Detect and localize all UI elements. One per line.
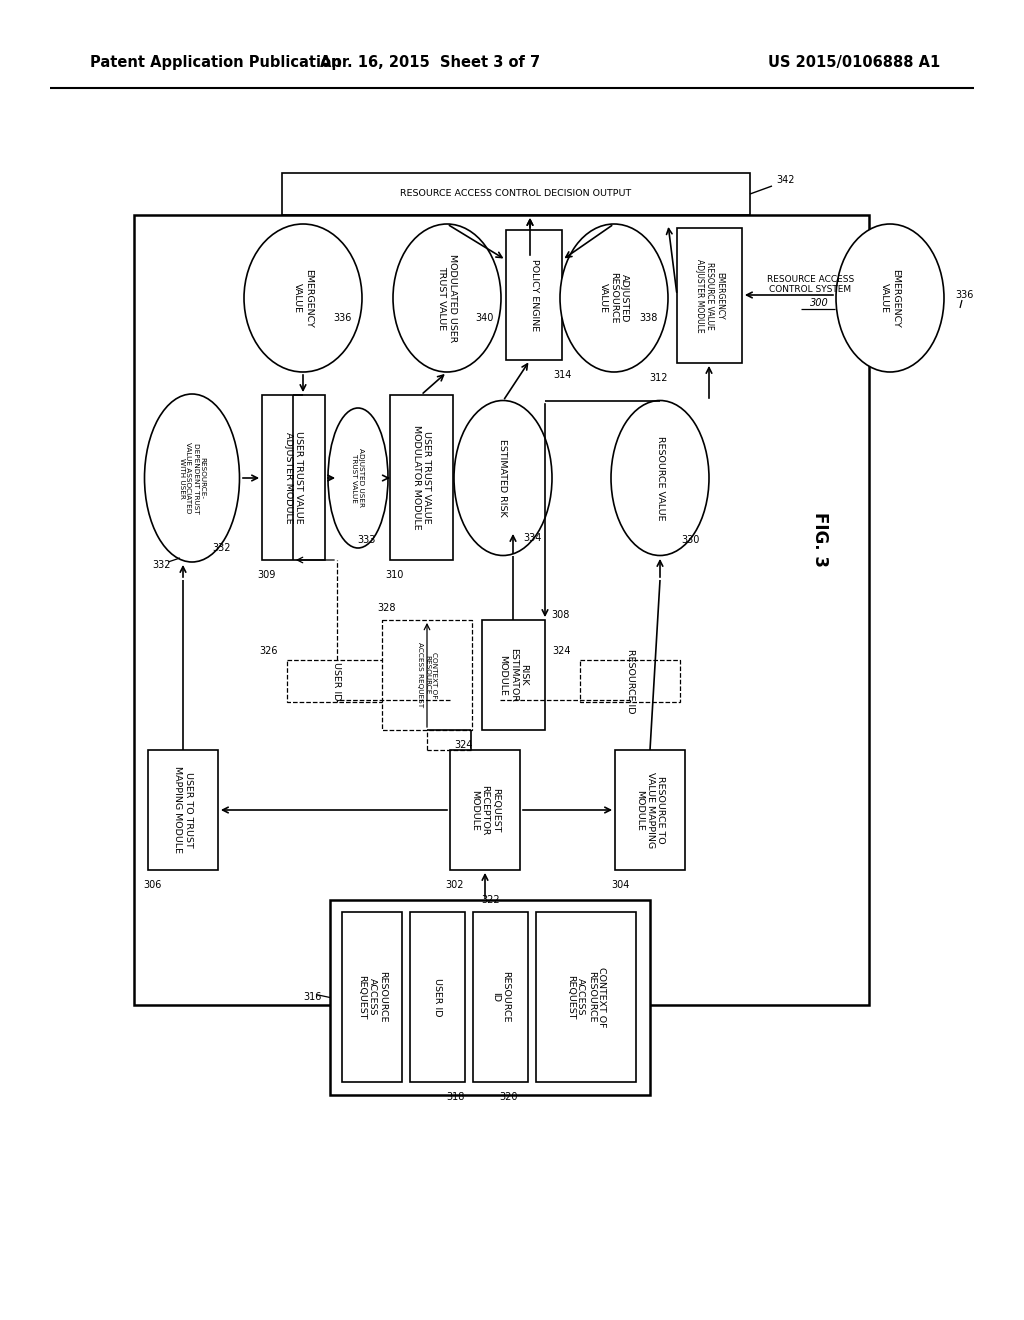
- Text: US 2015/0106888 A1: US 2015/0106888 A1: [768, 54, 940, 70]
- Text: 302: 302: [445, 880, 464, 890]
- Ellipse shape: [244, 224, 362, 372]
- Text: 309: 309: [258, 570, 276, 579]
- Text: ADJUSTED USER
TRUST VALUE: ADJUSTED USER TRUST VALUE: [351, 449, 365, 507]
- Text: USER ID: USER ID: [333, 661, 341, 700]
- Bar: [473, 912, 528, 1082]
- Bar: [536, 912, 636, 1082]
- Text: 326: 326: [260, 645, 279, 656]
- Ellipse shape: [611, 400, 709, 556]
- Text: 336: 336: [955, 290, 974, 300]
- Bar: [450, 750, 520, 870]
- Text: CONTEXT OF
RESOURCE
ACCESS REQUEST: CONTEXT OF RESOURCE ACCESS REQUEST: [417, 643, 437, 708]
- Text: RESOURCE-
DEPENDENT TRUST
VALUE ASSOCIATED
WITH USER: RESOURCE- DEPENDENT TRUST VALUE ASSOCIAT…: [178, 442, 206, 513]
- Text: RESOURCE ACCESS
CONTROL SYSTEM: RESOURCE ACCESS CONTROL SYSTEM: [767, 275, 854, 294]
- Bar: [148, 750, 218, 870]
- Text: 308: 308: [551, 610, 569, 620]
- Text: USER TRUST VALUE
MODULATOR MODULE: USER TRUST VALUE MODULATOR MODULE: [412, 425, 431, 529]
- Text: 316: 316: [303, 993, 322, 1002]
- Text: RESOURCE TO
VALUE MAPPING
MODULE: RESOURCE TO VALUE MAPPING MODULE: [635, 772, 665, 847]
- Text: 333: 333: [356, 535, 375, 545]
- Text: USER TRUST VALUE
ADJUSTER MODULE: USER TRUST VALUE ADJUSTER MODULE: [284, 432, 303, 524]
- Text: USER ID: USER ID: [433, 978, 442, 1016]
- Text: ADJUSTED
RESOURCE
VALUE: ADJUSTED RESOURCE VALUE: [599, 272, 629, 323]
- Text: 336: 336: [334, 313, 352, 323]
- Ellipse shape: [144, 393, 240, 562]
- Text: EMERGENCY
VALUE: EMERGENCY VALUE: [293, 268, 312, 327]
- Text: 320: 320: [500, 1092, 518, 1102]
- Text: 306: 306: [143, 880, 162, 890]
- Text: RESOURCE ACCESS CONTROL DECISION OUTPUT: RESOURCE ACCESS CONTROL DECISION OUTPUT: [400, 190, 632, 198]
- Text: POLICY ENGINE: POLICY ENGINE: [529, 259, 539, 331]
- Text: 340: 340: [476, 313, 495, 323]
- Text: 314: 314: [553, 370, 571, 380]
- Bar: [330, 900, 650, 1096]
- Bar: [134, 215, 869, 1005]
- Ellipse shape: [393, 224, 501, 372]
- Bar: [262, 395, 325, 560]
- Text: 312: 312: [650, 374, 669, 383]
- Text: USER TO TRUST
MAPPING MODULE: USER TO TRUST MAPPING MODULE: [173, 767, 193, 854]
- Text: 324: 324: [455, 741, 473, 750]
- Text: Patent Application Publication: Patent Application Publication: [90, 54, 341, 70]
- Bar: [410, 912, 465, 1082]
- Bar: [287, 660, 387, 702]
- Text: 332: 332: [153, 560, 171, 570]
- Bar: [580, 660, 680, 702]
- Text: 300: 300: [810, 298, 828, 308]
- Text: 328: 328: [378, 603, 396, 612]
- Bar: [282, 173, 750, 215]
- Bar: [382, 620, 472, 730]
- Text: EMERGENCY
VALUE: EMERGENCY VALUE: [881, 268, 900, 327]
- Text: Apr. 16, 2015  Sheet 3 of 7: Apr. 16, 2015 Sheet 3 of 7: [319, 54, 540, 70]
- Ellipse shape: [328, 408, 388, 548]
- Text: 338: 338: [640, 313, 658, 323]
- Bar: [615, 750, 685, 870]
- Text: RESOURCE VALUE: RESOURCE VALUE: [655, 436, 665, 520]
- Text: 342: 342: [777, 176, 796, 185]
- Text: RISK
ESTIMATOR
MODULE: RISK ESTIMATOR MODULE: [499, 648, 528, 702]
- Text: 324: 324: [553, 645, 571, 656]
- Ellipse shape: [560, 224, 668, 372]
- Ellipse shape: [836, 224, 944, 372]
- Text: 304: 304: [610, 880, 629, 890]
- Ellipse shape: [454, 400, 552, 556]
- Bar: [482, 620, 545, 730]
- Text: RESOURCE ID: RESOURCE ID: [626, 648, 635, 713]
- Bar: [677, 228, 742, 363]
- Text: 334: 334: [524, 533, 542, 543]
- Text: CONTEXT OF
RESOURCE
ACCESS
REQUEST: CONTEXT OF RESOURCE ACCESS REQUEST: [566, 966, 606, 1027]
- Text: 310: 310: [386, 570, 404, 579]
- Text: 318: 318: [446, 1092, 465, 1102]
- Bar: [342, 912, 402, 1082]
- Text: EMERGENCY
RESOURCE VALUE
ADJUSTER MODULE: EMERGENCY RESOURCE VALUE ADJUSTER MODULE: [694, 259, 724, 333]
- Text: 322: 322: [481, 895, 500, 906]
- Text: RESOURCE
ID: RESOURCE ID: [490, 972, 510, 1023]
- Text: RESOURCE
ACCESS
REQUEST: RESOURCE ACCESS REQUEST: [357, 972, 387, 1023]
- Text: ESTIMATED RISK: ESTIMATED RISK: [499, 440, 508, 517]
- Text: REQUEST
RECEPTOR
MODULE: REQUEST RECEPTOR MODULE: [470, 785, 500, 836]
- Text: MODULATED USER
TRUST VALUE: MODULATED USER TRUST VALUE: [437, 253, 457, 342]
- Text: 332: 332: [213, 543, 231, 553]
- Bar: [506, 230, 562, 360]
- Bar: [390, 395, 453, 560]
- Text: 330: 330: [681, 535, 699, 545]
- Text: FIG. 3: FIG. 3: [811, 512, 829, 568]
